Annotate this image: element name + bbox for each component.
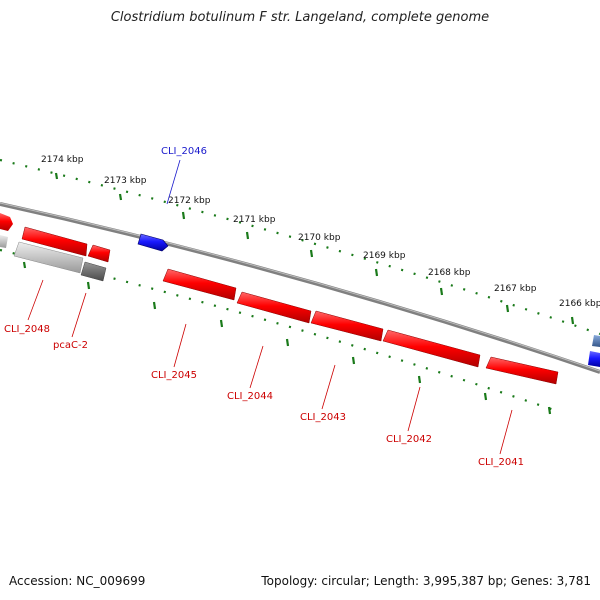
tick-label: 2168 kbp bbox=[428, 268, 471, 278]
tick-label: 2173 kbp bbox=[104, 176, 147, 186]
major-tick bbox=[374, 268, 379, 277]
tick-label: 2166 kbp bbox=[559, 299, 600, 309]
leader-cli-2048 bbox=[27, 279, 44, 321]
gene-upper-left[interactable] bbox=[21, 226, 88, 257]
inner-major-tick bbox=[22, 261, 27, 269]
gene-leaders bbox=[27, 159, 513, 455]
major-tick bbox=[245, 231, 250, 240]
major-tick bbox=[181, 211, 186, 220]
leader-cli-2043 bbox=[321, 364, 336, 410]
gene-grey-edge[interactable] bbox=[0, 235, 8, 248]
inner-major-tick bbox=[86, 281, 91, 290]
gene-labels: CLI_2046 CLI_2048 pcaC-2 CLI_2045 CLI_20… bbox=[4, 146, 524, 468]
leader-cli-2046 bbox=[166, 159, 181, 205]
major-tick bbox=[118, 193, 123, 201]
gene-cli-2044[interactable] bbox=[236, 291, 312, 324]
leader-pcac-2 bbox=[71, 292, 87, 338]
label-cli-2046: CLI_2046 bbox=[161, 146, 207, 157]
label-cli-2041: CLI_2041 bbox=[478, 457, 524, 468]
major-tick bbox=[439, 287, 444, 296]
leader-cli-2045 bbox=[173, 323, 187, 368]
gene-cli-2046[interactable] bbox=[137, 233, 169, 252]
tick-label: 2167 kbp bbox=[494, 284, 537, 294]
inner-major-ticks bbox=[22, 261, 552, 415]
tick-label: 2171 kbp bbox=[233, 215, 276, 225]
gene-cli-2041[interactable] bbox=[485, 356, 559, 385]
gene-cli-2042[interactable] bbox=[382, 329, 481, 368]
major-tick bbox=[54, 172, 59, 180]
gene-pcac-2[interactable] bbox=[80, 261, 107, 282]
major-ticks bbox=[54, 172, 575, 325]
inner-major-tick bbox=[547, 406, 552, 415]
label-cli-2048: CLI_2048 bbox=[4, 324, 50, 335]
label-cli-2044: CLI_2044 bbox=[227, 391, 273, 402]
genome-backbone-highlight bbox=[0, 202, 600, 372]
leader-cli-2042 bbox=[407, 386, 421, 432]
tick-label: 2169 kbp bbox=[363, 251, 406, 261]
leader-cli-2044 bbox=[249, 345, 264, 389]
inner-major-tick bbox=[285, 338, 290, 347]
gene-cli-2048[interactable] bbox=[13, 241, 84, 274]
gene-left-edge[interactable] bbox=[0, 213, 13, 231]
gene-edge-blue[interactable] bbox=[588, 351, 600, 367]
label-cli-2042: CLI_2042 bbox=[386, 434, 432, 445]
map-title: Clostridium botulinum F str. Langeland, … bbox=[110, 10, 490, 25]
label-cli-2045: CLI_2045 bbox=[151, 370, 197, 381]
inner-major-tick bbox=[483, 392, 488, 401]
major-tick bbox=[505, 304, 510, 313]
major-tick bbox=[570, 316, 575, 325]
genome-backbone bbox=[0, 202, 600, 374]
tick-label: 2170 kbp bbox=[298, 233, 341, 243]
gene-edge-steel[interactable] bbox=[592, 335, 600, 347]
inner-major-tick bbox=[152, 301, 157, 310]
tick-label: 2174 kbp bbox=[41, 155, 84, 165]
tick-labels: 2174 kbp 2173 kbp 2172 kbp 2171 kbp 2170… bbox=[41, 155, 600, 309]
gene-small-red[interactable] bbox=[87, 244, 111, 263]
gene-cli-2043[interactable] bbox=[310, 310, 384, 342]
major-tick bbox=[309, 249, 314, 258]
label-cli-2043: CLI_2043 bbox=[300, 412, 346, 423]
tick-label: 2172 kbp bbox=[168, 196, 211, 206]
label-pcac-2: pcaC-2 bbox=[53, 340, 88, 351]
leader-cli-2041 bbox=[499, 409, 513, 455]
accession-label: Accession: NC_009699 bbox=[9, 574, 146, 588]
inner-major-tick bbox=[351, 356, 356, 365]
inner-major-tick bbox=[417, 375, 422, 384]
inner-major-tick bbox=[219, 319, 224, 328]
genome-summary: Topology: circular; Length: 3,995,387 bp… bbox=[261, 574, 591, 588]
gene-cli-2045[interactable] bbox=[162, 268, 237, 301]
